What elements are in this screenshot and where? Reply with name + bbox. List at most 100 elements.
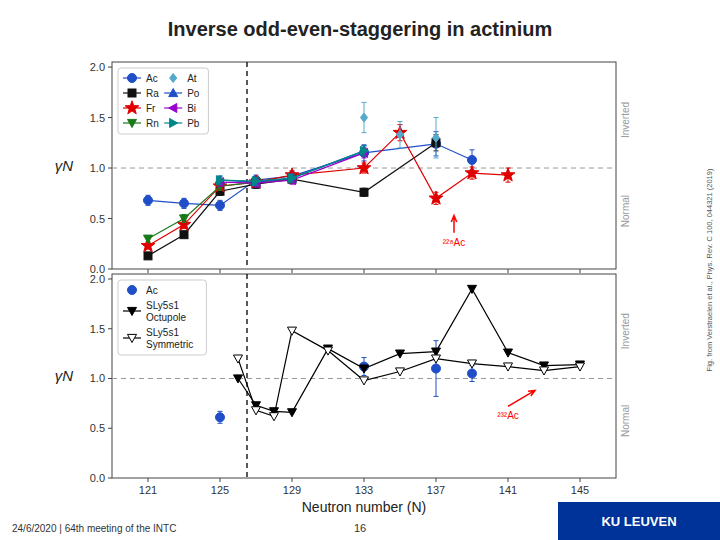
plot-frame [112,274,616,478]
marker [504,349,513,357]
legend-label-line: Fr [146,103,156,114]
marker [128,334,137,342]
plot-frame [112,62,616,269]
legend-label: SLy5s1Symmetric [146,327,193,350]
x-tick-label: 145 [571,484,589,496]
footer: 24/6/2020 | 64th meeting of the INTC [12,523,176,534]
annotation-text: ²³²Ac [497,410,519,421]
legend-label-line: Ra [146,88,159,99]
x-tick-label: 129 [283,484,301,496]
x-tick [292,269,293,273]
x-tick [220,269,221,273]
y-tick-label: 0.5 [90,213,105,225]
annotation-arrow [508,390,535,406]
x-tick [436,478,437,482]
series [144,132,477,211]
marker [216,176,224,185]
marker [357,161,371,174]
y-tick [108,328,112,329]
side-label: Normal [620,195,631,227]
marker [288,409,297,417]
marker [169,89,178,97]
x-tick [148,478,149,482]
series-line [220,151,364,182]
legend-label-line: Po [187,88,200,99]
series [216,148,368,188]
legend-label-line: Symmetric [146,339,193,350]
legend-label-line: Bi [187,103,196,114]
series [144,135,440,260]
x-tick-label: 121 [139,484,157,496]
marker [360,377,369,385]
chart-page: Inverse odd-even-staggering in actinium 0… [0,0,720,540]
marker [125,101,139,114]
marker [216,201,225,210]
plot-area [112,274,616,478]
y-tick-label: 0.5 [90,422,105,434]
series [234,285,585,416]
legend-label: Pb [187,118,200,129]
y-axis-label: γN [55,157,74,174]
y-tick-label: 2.0 [90,61,105,73]
legend-label: Bi [187,103,196,114]
y-tick [108,117,112,118]
x-tick [508,478,509,482]
series-line [238,331,580,417]
x-tick [292,478,293,482]
legend-label-line: Octupole [146,312,186,323]
y-axis-label: γN [55,367,74,384]
y-tick [108,67,112,68]
marker [576,363,585,371]
x-tick [220,478,221,482]
marker [144,252,152,260]
marker [432,364,441,373]
legend-label: At [187,73,197,84]
marker [128,74,137,83]
legend-label: SLy5s1Octupole [146,300,186,323]
marker [360,188,368,196]
marker [169,104,177,113]
marker [432,133,439,142]
legend-box [118,280,206,355]
y-tick-label: 1.5 [90,112,105,124]
marker [501,168,515,181]
marker [324,347,333,355]
x-tick-label: 125 [211,484,229,496]
marker [468,360,477,368]
marker [429,191,443,204]
legend-label-line: SLy5s1 [146,327,179,338]
series [216,146,369,186]
source-note: Fig. from Verstraelen et al., Phys. Rev.… [705,168,714,371]
y-tick-label: 1.5 [90,323,105,335]
series [216,146,368,186]
series [234,327,585,421]
title: Inverse odd-even-staggering in actinium [168,18,553,40]
marker [540,367,549,375]
legend-label-line: Ac [146,73,158,84]
legend-label-line: Ac [146,285,158,296]
legend-label: Fr [146,103,156,114]
marker [465,166,479,179]
legend-label-line: Rn [146,118,159,129]
logo-box [558,502,720,540]
marker [396,368,405,376]
legend-label-line: SLy5s1 [146,300,179,311]
marker [504,363,513,371]
marker [128,119,137,127]
marker [216,413,225,422]
legend-label: Rn [146,118,159,129]
series-line [148,143,436,256]
series-line [148,179,292,239]
y-tick-label: 0.0 [90,472,105,484]
marker [270,413,279,421]
annotation-text: ²²⁸Ac [443,237,466,248]
y-tick [108,168,112,169]
marker [170,74,177,83]
legend-label-line: Pb [187,118,200,129]
marker [128,89,136,97]
logo-text: KU LEUVEN [601,514,676,529]
y-tick [108,278,112,279]
reference-line [246,62,247,269]
y-tick [108,269,112,270]
x-tick [580,269,581,273]
